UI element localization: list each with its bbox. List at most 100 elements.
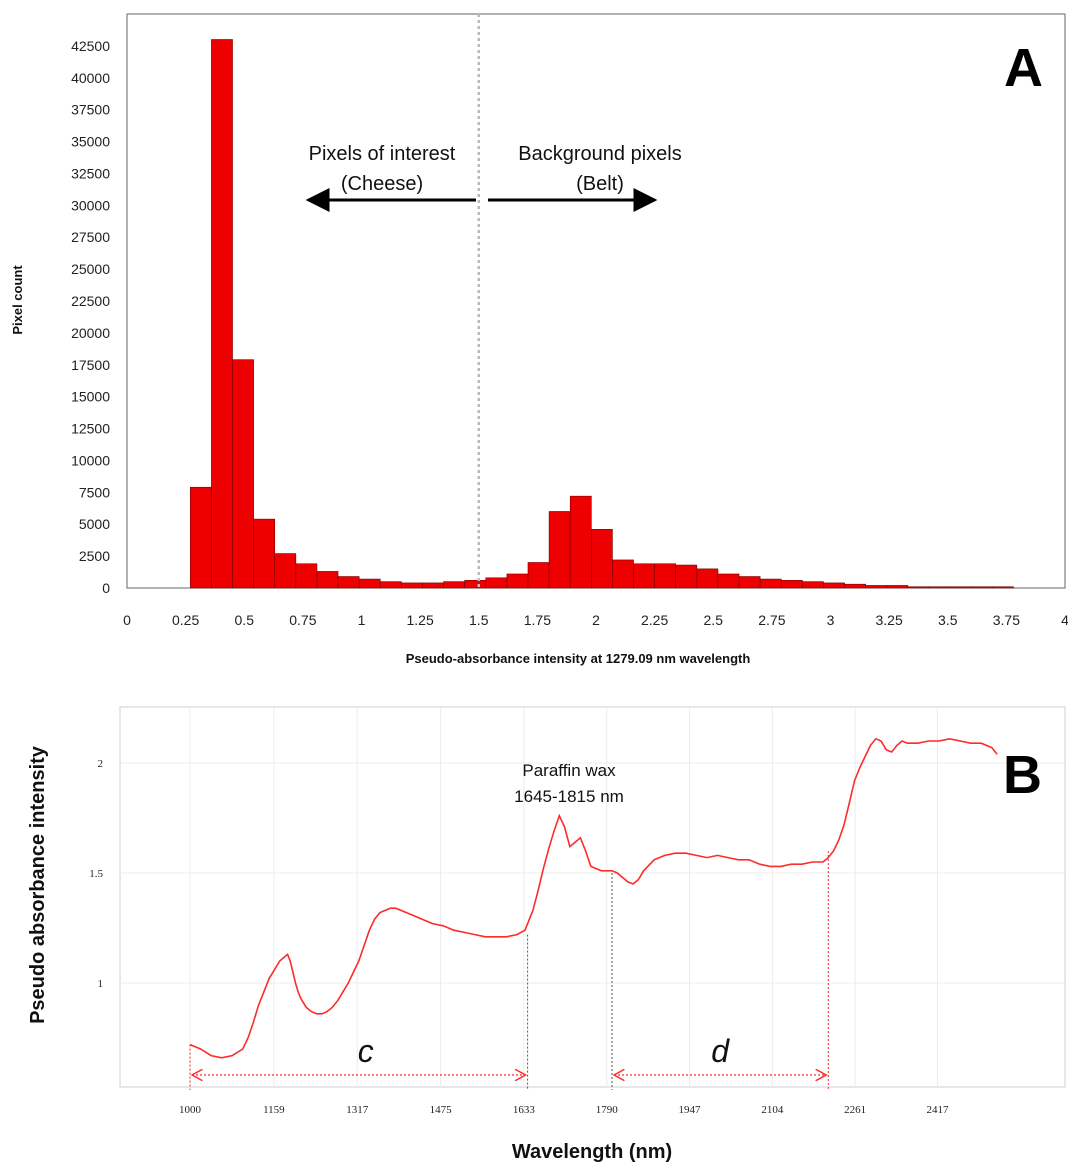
histogram-bar [654,563,677,589]
histogram-x-tick-label: 2.75 [758,612,785,628]
histogram-y-tick-label: 27500 [71,229,110,245]
histogram-x-tick-label: 1.25 [407,612,434,628]
spectrum-grid [120,707,1065,1087]
histogram-bar [802,581,824,589]
spectrum-y-axis-label: Pseudo absorbance intensity [27,745,49,1024]
histogram-x-tick-label: 0.25 [172,612,199,628]
histogram-y-tick-label: 22500 [71,293,110,309]
histogram-bar [422,582,444,589]
cheese-label-line2: (Cheese) [341,173,423,195]
histogram-bar [738,576,761,589]
belt-label-line1: Background pixels [518,143,681,165]
histogram-x-tick-label: 3.5 [938,612,958,628]
histogram-bar [211,39,233,589]
histogram-y-tick-label: 12500 [71,421,110,437]
belt-label-line2: (Belt) [576,173,624,195]
panel-label-a: A [1004,38,1043,98]
histogram-x-tick-label: 2.25 [641,612,668,628]
spectrum-x-tick-label: 1947 [679,1104,702,1116]
spectrum-y-ticks: 11.52 [89,758,103,990]
cheese-label-line1: Pixels of interest [309,143,456,165]
histogram-bar [591,529,613,589]
histogram-x-tick-label: 0 [123,612,131,628]
spectrum-frame [119,706,1066,1088]
histogram-frame [126,13,1066,589]
histogram-y-tick-label: 5000 [79,516,110,532]
histogram-y-tick-label: 30000 [71,197,110,213]
histogram-x-tick-label: 3.75 [993,612,1020,628]
histogram-bar [295,563,318,589]
histogram-bar [316,571,339,589]
histogram-bar [506,573,529,589]
histogram-y-tick-label: 20000 [71,325,110,341]
spectrum-y-tick-label: 1.5 [89,868,103,880]
histogram-x-tick-label: 0.5 [235,612,255,628]
histogram-y-tick-label: 32500 [71,165,110,181]
spectrum-x-tick-label: 2104 [761,1104,784,1116]
histogram-bar [970,586,993,589]
spectrum-y-tick-label: 1 [98,978,104,990]
histogram-bar [190,486,212,589]
histogram-bar [717,573,740,589]
histogram-bar [844,583,866,589]
spectrum-x-axis-label: Wavelength (nm) [512,1141,672,1163]
spectrum-x-tick-label: 2261 [844,1104,866,1116]
histogram-x-tick-label: 0.75 [289,612,316,628]
histogram-bar [274,553,297,589]
histogram-bar [253,518,276,589]
spectrum-x-tick-label: 1000 [179,1104,202,1116]
histogram-x-tick-label: 1.5 [469,612,489,628]
spectrum-x-tick-label: 1633 [513,1104,536,1116]
histogram-bar [823,582,845,589]
region-d-label: d [711,1033,730,1069]
histogram-bar [992,586,1014,589]
histogram-bar [886,585,909,589]
histogram-y-tick-label: 17500 [71,357,110,373]
spectrum-x-tick-label: 1317 [346,1104,369,1116]
histogram-x-tick-label: 2 [592,612,600,628]
histogram-bar [696,568,719,589]
histogram-bar [928,586,951,589]
histogram-bar [527,562,550,589]
histogram-x-tick-label: 3.25 [876,612,903,628]
spectrum-x-tick-label: 1159 [263,1104,285,1116]
histogram-x-tick-label: 2.5 [704,612,724,628]
histogram-y-tick-label: 10000 [71,452,110,468]
histogram-bar [569,495,592,589]
histogram-y-tick-label: 40000 [71,70,110,86]
paraffin-label-line1: Paraffin wax [522,761,616,780]
histogram-bar [337,576,360,589]
histogram-bars [190,39,1014,589]
histogram-x-tick-label: 4 [1061,612,1068,628]
histogram-bar [485,577,508,589]
histogram-bar [379,581,402,589]
region-guides [189,851,829,1090]
spectrum-x-tick-label: 1790 [596,1104,619,1116]
histogram-y-tick-label: 2500 [79,548,110,564]
histogram-x-axis-label: Pseudo-absorbance intensity at 1279.09 n… [406,651,751,666]
spectrum-panel: 11.52 1000 1159 1317 1475 1633 1790 1947 2104 22… [27,706,1066,1163]
histogram-bar [548,511,571,589]
histogram-y-tick-label: 37500 [71,102,110,118]
histogram-bar [612,559,634,589]
histogram-y-ticks: 0 2500 5000 7500 10000 12500 15000 17500 20000 22… [71,38,110,596]
panel-label-b: B [1003,745,1042,805]
histogram-x-tick-label: 1 [358,612,366,628]
histogram-bar [865,585,888,589]
spectrum-x-ticks: 1000 1159 1317 1475 1633 1790 1947 2104 2261 2417 [179,1104,949,1116]
histogram-y-tick-label: 25000 [71,261,110,277]
histogram-bar [232,359,254,589]
histogram-y-tick-label: 15000 [71,389,110,405]
histogram-panel: 0250050007500100001250015000175002000022… [10,13,1068,666]
histogram-bar [675,564,698,589]
histogram-bar [464,580,487,589]
histogram-bar [443,581,465,589]
histogram-y-tick-label: 35000 [71,134,110,150]
histogram-y-tick-label: 42500 [71,38,110,54]
paraffin-label-line2: 1645-1815 nm [514,787,624,806]
histogram-x-tick-label: 3 [827,612,835,628]
spectrum-x-tick-label: 2417 [926,1104,949,1116]
histogram-bar [949,586,972,589]
histogram-bar [358,578,381,589]
